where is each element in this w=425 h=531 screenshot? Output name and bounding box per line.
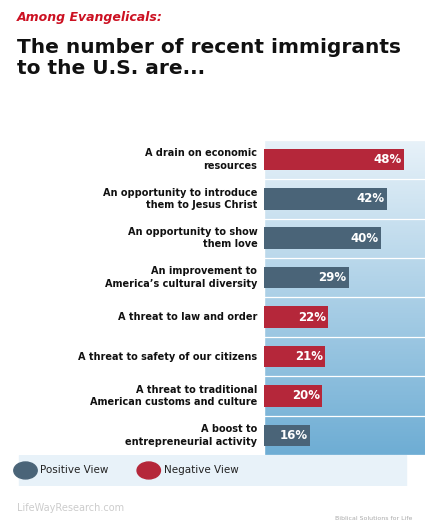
Text: 29%: 29% bbox=[318, 271, 346, 284]
Text: Positive View: Positive View bbox=[40, 466, 109, 475]
Bar bbox=[0, 140, 264, 455]
Bar bbox=[264, 346, 325, 367]
Bar bbox=[264, 188, 387, 210]
Text: 42%: 42% bbox=[357, 192, 385, 205]
Text: Among Evangelicals:: Among Evangelicals: bbox=[17, 11, 163, 24]
Bar bbox=[264, 267, 348, 288]
Text: An opportunity to introduce
them to Jesus Christ: An opportunity to introduce them to Jesu… bbox=[103, 187, 257, 210]
Text: An opportunity to show
them love: An opportunity to show them love bbox=[128, 227, 257, 250]
Text: 48%: 48% bbox=[374, 153, 402, 166]
Text: A threat to safety of our citizens: A threat to safety of our citizens bbox=[78, 352, 257, 362]
Text: 21%: 21% bbox=[295, 350, 323, 363]
Bar bbox=[0, 140, 264, 455]
Text: Negative View: Negative View bbox=[164, 466, 238, 475]
Bar bbox=[264, 227, 381, 249]
Text: A threat to traditional
American customs and culture: A threat to traditional American customs… bbox=[90, 385, 257, 407]
Text: LifeWayResearch.com: LifeWayResearch.com bbox=[17, 503, 124, 513]
Bar bbox=[264, 424, 311, 446]
Text: The number of recent immigrants
to the U.S. are...: The number of recent immigrants to the U… bbox=[17, 38, 401, 78]
Text: An improvement to
America’s cultural diversity: An improvement to America’s cultural div… bbox=[105, 267, 257, 289]
Text: A boost to
entrepreneurial activity: A boost to entrepreneurial activity bbox=[125, 424, 257, 447]
Text: 16%: 16% bbox=[280, 429, 308, 442]
Text: 40%: 40% bbox=[351, 232, 379, 245]
Ellipse shape bbox=[137, 462, 160, 479]
Bar bbox=[264, 306, 328, 328]
Text: 22%: 22% bbox=[298, 311, 326, 323]
Text: Biblical Solutions for Life: Biblical Solutions for Life bbox=[335, 516, 413, 521]
Text: A threat to law and order: A threat to law and order bbox=[118, 312, 257, 322]
Text: A drain on economic
resources: A drain on economic resources bbox=[145, 148, 257, 170]
Ellipse shape bbox=[14, 462, 37, 479]
Text: 20%: 20% bbox=[292, 389, 320, 402]
Bar bbox=[264, 149, 405, 170]
Text: ✠ LifeWay: ✠ LifeWay bbox=[333, 495, 415, 510]
Bar bbox=[264, 385, 322, 407]
